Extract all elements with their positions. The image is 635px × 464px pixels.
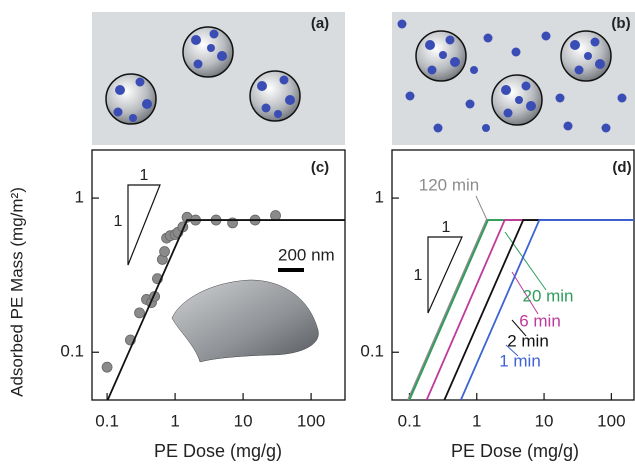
curve-label: 2 min xyxy=(507,331,549,350)
data-point xyxy=(270,210,281,221)
data-point xyxy=(101,361,113,373)
y-tick-label: 1 xyxy=(75,188,84,207)
x-tick-label: 100 xyxy=(597,411,625,430)
panel-label: (b) xyxy=(611,15,630,32)
illustration-b: (b) xyxy=(392,12,635,145)
y-tick-label: 1 xyxy=(375,188,384,207)
leader-lines xyxy=(475,195,547,357)
x-tick-label: 100 xyxy=(297,411,325,430)
plot-frame xyxy=(391,149,635,401)
illustration-a: (a) xyxy=(92,12,345,145)
slope-label: 1 xyxy=(140,167,149,184)
x-tick-label: 1 xyxy=(170,411,179,430)
curve xyxy=(407,219,634,400)
curve-label: 20 min xyxy=(522,286,573,305)
curve-label: 1 min xyxy=(499,351,541,370)
x-tick-label: 10 xyxy=(535,411,554,430)
slope-triangle xyxy=(127,184,161,266)
slope-triangle xyxy=(427,236,463,314)
fit-line xyxy=(106,219,345,400)
x-axis-label: PE Dose (mg/g) xyxy=(154,441,282,461)
plot-area xyxy=(101,210,345,400)
panel-label: (a) xyxy=(311,15,329,32)
x-tick-label: 0.1 xyxy=(398,411,422,430)
x-tick-label: 0.1 xyxy=(95,411,119,430)
y-tick-label: 0.1 xyxy=(360,342,384,361)
panel-label: (d) xyxy=(612,159,631,176)
x-tick-label: 10 xyxy=(234,411,253,430)
curve-label: 120 min xyxy=(419,175,479,194)
x-tick-label: 1 xyxy=(472,411,481,430)
slope-label: 1 xyxy=(414,267,423,284)
panel-label: (c) xyxy=(311,159,329,176)
slope-label: 1 xyxy=(442,219,451,236)
scale-bar-label: 200 nm xyxy=(278,245,335,264)
plot-frame xyxy=(91,149,346,401)
plot-area xyxy=(407,219,634,400)
curve xyxy=(460,219,634,400)
curve xyxy=(408,219,634,400)
sem-inset xyxy=(171,268,319,363)
curve-label: 6 min xyxy=(519,311,561,330)
x-axis-label: PE Dose (mg/g) xyxy=(451,441,579,461)
y-tick-label: 0.1 xyxy=(60,342,84,361)
slope-label: 1 xyxy=(114,213,123,230)
data-point xyxy=(134,307,145,319)
y-axis-label: Adsorbed PE Mass (mg/m²) xyxy=(7,187,26,397)
data-point xyxy=(159,246,170,257)
